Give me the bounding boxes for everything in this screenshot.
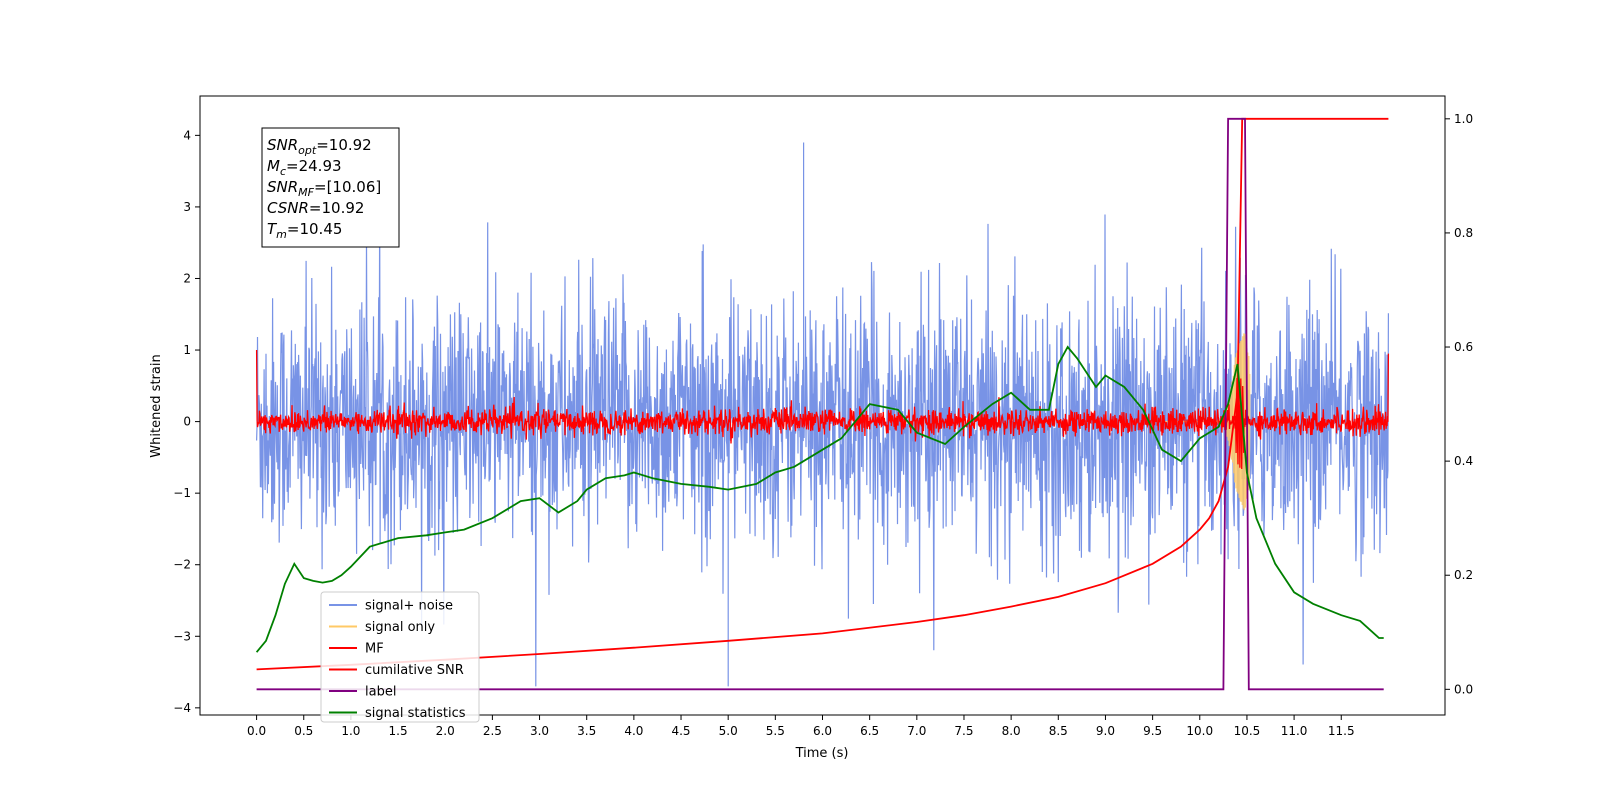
annotation-frame xyxy=(261,127,400,248)
series-label xyxy=(256,117,1384,691)
x-tick-label: 6.5 xyxy=(860,724,879,738)
y-left-tick-label: 1 xyxy=(183,343,191,357)
y-left-tick-label: −2 xyxy=(173,558,191,572)
x-tick-label: 9.0 xyxy=(1096,724,1115,738)
annotation-symbol: CSNR xyxy=(267,199,309,217)
annotation-symbol: M xyxy=(267,157,280,175)
x-tick-label: 6.0 xyxy=(813,724,832,738)
x-tick-label: 0.0 xyxy=(247,724,266,738)
legend-label: signal only xyxy=(365,620,435,635)
y-left-tick-label: 3 xyxy=(183,200,191,214)
x-tick-label: 3.5 xyxy=(577,724,596,738)
annotation-line: SNRopt=10.92 xyxy=(267,136,372,157)
legend-label: MF xyxy=(365,642,384,657)
annotation-symbol: SNR xyxy=(267,136,298,154)
annotation-subscript: opt xyxy=(298,144,317,157)
annotation-value: =10.92 xyxy=(309,199,365,217)
legend-label: cumilative SNR xyxy=(365,663,464,678)
annotation-line: Tm=10.45 xyxy=(267,220,342,241)
annotation-box: SNRopt=10.92Mc=24.93SNRMF=[10.06]CSNR=10… xyxy=(261,127,400,248)
legend: signal+ noise signal only MF cumilative SNR… xyxy=(320,591,480,723)
x-tick-label: 5.0 xyxy=(719,724,738,738)
annotation-line: Mc=24.93 xyxy=(267,157,342,178)
y-right-tick-label: 0.8 xyxy=(1454,226,1473,240)
annotation-line: SNRMF=[10.06] xyxy=(267,178,381,199)
x-tick-label: 7.5 xyxy=(954,724,973,738)
annotation-subscript: m xyxy=(276,228,287,241)
x-tick-label: 8.0 xyxy=(1002,724,1021,738)
annotation-line: CSNR=10.92 xyxy=(267,199,364,217)
y-left-tick-label: 4 xyxy=(183,128,191,142)
x-tick-label: 0.5 xyxy=(294,724,313,738)
annotation-value: =10.45 xyxy=(287,220,343,238)
annotation-subscript: c xyxy=(280,165,286,178)
x-tick-label: 3.0 xyxy=(530,724,549,738)
series-signal-statistics xyxy=(255,345,1384,653)
x-tick-label: 5.5 xyxy=(766,724,785,738)
plot-data-layer xyxy=(255,117,1390,691)
annotation-value: =24.93 xyxy=(286,157,342,175)
x-tick-label: 10.5 xyxy=(1234,724,1261,738)
x-tick-label: 4.5 xyxy=(671,724,690,738)
legend-label: label xyxy=(365,685,396,700)
series-mf xyxy=(255,349,1390,470)
x-tick-label: 7.0 xyxy=(907,724,926,738)
legend-label: signal+ noise xyxy=(365,599,453,614)
annotation-symbol: SNR xyxy=(267,178,298,196)
y-left-tick-label: −1 xyxy=(173,486,191,500)
x-tick-label: 8.5 xyxy=(1049,724,1068,738)
legend-frame xyxy=(320,591,480,723)
y-left-tick-label: −4 xyxy=(173,701,191,715)
x-tick-label: 4.0 xyxy=(624,724,643,738)
x-tick-label: 9.5 xyxy=(1143,724,1162,738)
y-left-tick-label: −3 xyxy=(173,629,191,643)
x-tick-label: 11.5 xyxy=(1328,724,1355,738)
y-right-tick-label: 0.0 xyxy=(1454,682,1473,696)
x-tick-label: 10.0 xyxy=(1186,724,1213,738)
y-axis-left-ticks: −4 −3 −2 −1 0 1 2 3 4 xyxy=(173,128,200,715)
legend-label: signal statistics xyxy=(365,706,466,721)
x-tick-label: 1.5 xyxy=(389,724,408,738)
y-right-tick-label: 0.6 xyxy=(1454,340,1473,354)
annotation-value: =10.92 xyxy=(316,136,372,154)
annotation-symbol: T xyxy=(267,220,278,238)
y-left-tick-label: 2 xyxy=(183,271,191,285)
series-signal-plus-noise xyxy=(256,142,1389,687)
x-tick-label: 1.0 xyxy=(341,724,360,738)
x-tick-label: 2.5 xyxy=(483,724,502,738)
x-axis-ticks: 0.0 0.5 1.0 1.5 2.0 2.5 3.0 3.5 4.0 4.5 5.0 5.5 6.0 6… xyxy=(247,715,1355,738)
y-axis-right-ticks: 0.0 0.2 0.4 0.6 0.8 1.0 xyxy=(1445,112,1473,696)
y-right-tick-label: 0.4 xyxy=(1454,454,1473,468)
y-right-tick-label: 0.2 xyxy=(1454,568,1473,582)
y-axis-label: Whitened strain xyxy=(149,354,164,457)
x-axis-label: Time (s) xyxy=(795,746,849,761)
y-right-tick-label: 1.0 xyxy=(1454,112,1473,126)
y-left-tick-label: 0 xyxy=(183,415,191,429)
x-tick-label: 11.0 xyxy=(1281,724,1308,738)
annotation-value: =[10.06] xyxy=(314,178,381,196)
annotation-subscript: MF xyxy=(298,186,314,199)
x-tick-label: 2.0 xyxy=(436,724,455,738)
